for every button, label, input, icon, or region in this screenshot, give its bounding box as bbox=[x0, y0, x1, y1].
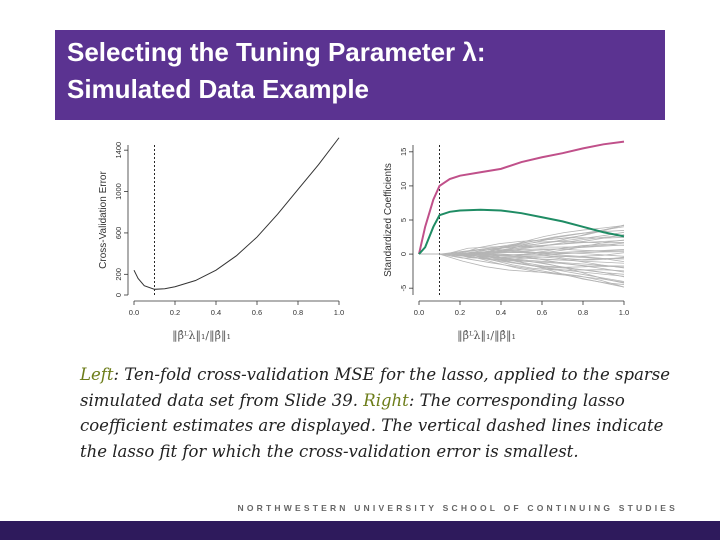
caption: Left: Ten-fold cross-validation MSE for … bbox=[80, 362, 680, 464]
x-tick-label: 0.0 bbox=[414, 308, 424, 317]
x-tick-label: 0.6 bbox=[537, 308, 547, 317]
gray-coef-line bbox=[419, 253, 625, 269]
y-tick-label: 0 bbox=[114, 293, 123, 297]
slide-title-line-1: Selecting the Tuning Parameter λ: bbox=[67, 37, 486, 67]
footer-bar bbox=[0, 521, 720, 540]
y-tick-label: 200 bbox=[114, 268, 123, 281]
x-tick-label: 0.0 bbox=[129, 308, 139, 317]
gray-coef-line bbox=[419, 224, 625, 255]
pink-coef-line bbox=[418, 140, 625, 255]
gray-coef-line bbox=[419, 225, 625, 255]
gray-coef-line bbox=[419, 253, 625, 288]
x-axis-label: ‖β̂ᴸλ‖₁/‖β̂‖₁ bbox=[457, 329, 516, 343]
x-tick-label: 0.8 bbox=[293, 308, 303, 317]
x-tick-label: 0.8 bbox=[578, 308, 588, 317]
caption-left-label: Left bbox=[80, 365, 114, 384]
y-tick-label: 600 bbox=[114, 227, 123, 240]
y-tick-label: 1000 bbox=[114, 183, 123, 200]
figure: 0.0 0.2 0.4 0.6 0.8 1.0 0 200 600 1000 1400 Cross-V… bbox=[98, 137, 629, 343]
x-tick-label: 0.2 bbox=[455, 308, 465, 317]
x-tick-label: 1.0 bbox=[619, 308, 629, 317]
green-coef-line bbox=[418, 208, 625, 255]
x-tick-label: 0.4 bbox=[211, 308, 221, 317]
y-tick-label: 15 bbox=[399, 148, 408, 156]
y-tick-label: 5 bbox=[399, 218, 408, 222]
cv-error-line bbox=[133, 137, 340, 290]
gray-coef-line bbox=[419, 253, 625, 277]
y-tick-label: 10 bbox=[399, 182, 408, 190]
y-axis-label: Cross-Validation Error bbox=[98, 171, 109, 269]
x-tick-label: 0.2 bbox=[170, 308, 180, 317]
slide-title-line-2: Simulated Data Example bbox=[67, 74, 369, 104]
gray-coef-line bbox=[419, 253, 625, 273]
cv-error-chart: 0.0 0.2 0.4 0.6 0.8 1.0 0 200 600 1000 1400 Cross-V… bbox=[98, 137, 344, 343]
gray-coef-line bbox=[419, 236, 625, 255]
coefficients-chart: 0.0 0.2 0.4 0.6 0.8 1.0 -5 0 5 10 15 Standardized C… bbox=[383, 140, 629, 343]
x-tick-label: 0.4 bbox=[496, 308, 506, 317]
title-bar: Selecting the Tuning Parameter λ: Simula… bbox=[55, 30, 665, 120]
footer-text: NORTHWESTERN UNIVERSITY SCHOOL OF CONTIN… bbox=[237, 503, 678, 513]
gray-coef-line bbox=[419, 253, 625, 283]
x-tick-label: 0.6 bbox=[252, 308, 262, 317]
x-axis-label: ‖β̂ᴸλ‖₁/‖β̂‖₁ bbox=[172, 329, 231, 343]
caption-part-1: : Ten-fold cross-validation MSE for the … bbox=[80, 365, 671, 410]
y-axis-label: Standardized Coefficients bbox=[383, 163, 394, 277]
x-tick-label: 1.0 bbox=[334, 308, 344, 317]
caption-right-label: Right bbox=[363, 390, 409, 410]
y-tick-label: 0 bbox=[399, 252, 408, 256]
y-tick-label: -5 bbox=[399, 285, 408, 292]
caption-part-2: : The corresponding lasso coefficient es… bbox=[80, 390, 664, 461]
y-tick-label: 1400 bbox=[114, 142, 123, 159]
